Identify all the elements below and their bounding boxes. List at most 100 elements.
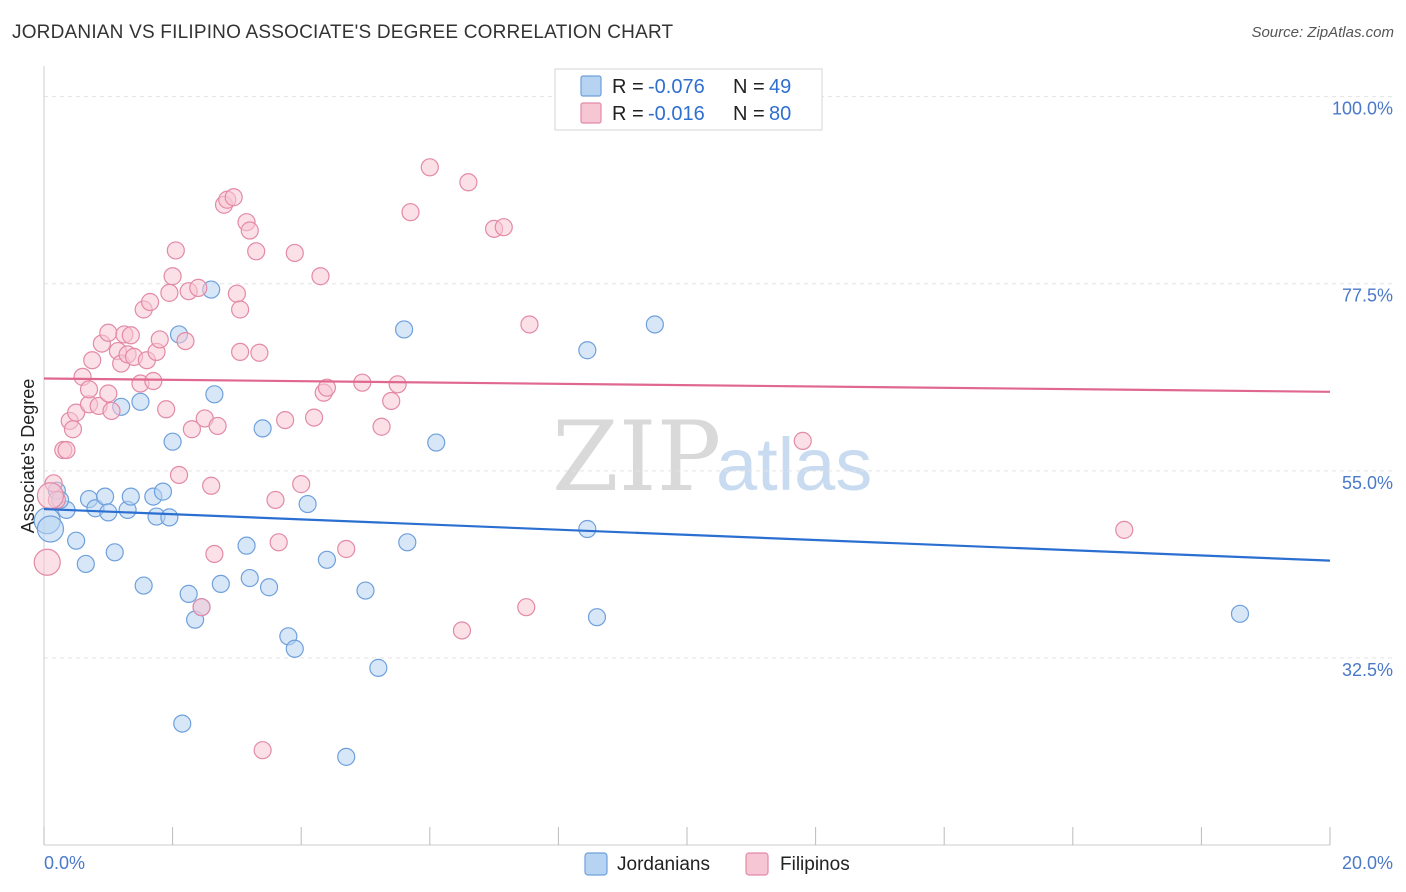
filipino-point <box>63 420 83 439</box>
jordanian-point <box>173 714 192 733</box>
filipino-point <box>57 440 76 460</box>
jordanian-point <box>394 320 414 339</box>
filipino-point <box>99 323 118 342</box>
filipino-point <box>67 403 86 422</box>
filipino-point <box>382 391 401 411</box>
filipino-point <box>311 267 330 286</box>
filipino-point <box>276 410 295 430</box>
jordanian-point <box>179 584 198 603</box>
filipino-point <box>208 416 227 436</box>
y-tick-label: 100.0% <box>1332 99 1393 119</box>
filipino-point <box>83 351 102 370</box>
jordanian-point <box>105 543 124 562</box>
jordanian-point <box>95 487 115 506</box>
jordanian-point <box>398 533 417 552</box>
trend-lines <box>43 377 1331 562</box>
bottom-legend: Jordanians Filipinos <box>584 852 850 876</box>
filipino-point <box>231 300 250 319</box>
jordanian-point <box>1230 604 1250 623</box>
filipino-point <box>372 417 391 436</box>
x-tick-label-max: 20.0% <box>1342 853 1393 873</box>
jordanian-point <box>205 385 224 404</box>
axes <box>43 66 1331 846</box>
bottom-legend-label-filipinos: Filipinos <box>780 854 850 875</box>
jordanian-point <box>645 315 664 334</box>
filipino-point <box>269 533 288 552</box>
jordanian-point <box>578 519 597 539</box>
trend-line-jordanians <box>43 507 1331 562</box>
filipino-point <box>266 490 285 510</box>
chart-title: JORDANIAN VS FILIPINO ASSOCIATE'S DEGREE… <box>12 22 674 43</box>
filipino-point <box>160 283 179 302</box>
series-jordanians-points <box>33 280 1250 766</box>
filipino-point <box>79 380 99 399</box>
filipino-point <box>205 544 224 564</box>
jordanian-point <box>67 531 86 550</box>
jordanian-point <box>285 639 304 658</box>
bottom-legend-label-jordanians: Jordanians <box>617 854 710 875</box>
legend-r-label-filipinos: R = <box>612 103 644 125</box>
filipino-point <box>253 741 272 760</box>
jordanian-point <box>131 392 150 411</box>
y-tick-label: 55.0% <box>1342 473 1393 493</box>
filipino-point <box>459 173 478 192</box>
filipino-point <box>36 482 65 510</box>
filipino-point <box>793 431 812 450</box>
jordanian-point <box>298 494 317 514</box>
y-tick-label: 77.5% <box>1342 286 1393 306</box>
filipino-point <box>401 203 420 222</box>
y-axis-label: Associate's Degree <box>18 379 38 534</box>
jordanian-point <box>317 550 337 569</box>
legend-n-label-jordanians: N = <box>733 76 765 98</box>
filipino-point <box>247 242 266 261</box>
filipino-point <box>227 284 246 303</box>
filipino-point <box>33 548 61 576</box>
filipino-point <box>292 475 311 494</box>
filipino-point <box>102 401 121 421</box>
legend-n-value-filipinos: 80 <box>769 103 791 125</box>
filipino-point <box>285 243 304 263</box>
jordanian-point <box>163 432 182 451</box>
filipino-point <box>517 598 536 617</box>
jordanian-point <box>36 515 65 543</box>
filipino-point <box>452 621 472 640</box>
watermark: ZIP atlas <box>552 401 872 513</box>
bottom-legend-swatch-jordanians <box>584 852 608 876</box>
legend-r-value-filipinos: -0.016 <box>648 103 705 125</box>
watermark-atlas: atlas <box>716 423 872 506</box>
jordanian-point <box>587 608 607 627</box>
filipino-point <box>388 375 407 394</box>
jordanian-point <box>121 487 140 506</box>
filipino-point <box>231 342 250 362</box>
jordanian-point <box>578 341 597 360</box>
source-credit: Source: ZipAtlas.com <box>1251 24 1394 41</box>
filipino-point <box>144 371 163 391</box>
filipino-point <box>189 278 208 297</box>
filipino-point <box>121 326 140 345</box>
legend-swatch-filipinos <box>580 102 602 124</box>
trend-line-filipinos <box>43 377 1331 393</box>
jordanian-point <box>134 576 153 595</box>
legend-r-label-jordanians: R = <box>612 76 644 98</box>
filipino-point <box>520 315 539 334</box>
filipino-point <box>1115 520 1134 539</box>
bottom-legend-swatch-filipinos <box>745 852 769 876</box>
filipino-point <box>150 330 169 349</box>
filipino-point <box>182 420 201 439</box>
jordanian-point <box>356 581 375 600</box>
filipino-point <box>157 400 176 419</box>
jordanian-point <box>337 747 356 766</box>
filipino-point <box>317 378 337 397</box>
filipino-point <box>99 384 118 403</box>
x-tick-label-min: 0.0% <box>44 853 85 873</box>
jordanian-point <box>237 536 256 555</box>
filipino-point <box>202 476 221 495</box>
legend: R = -0.076 N = 49 R = -0.016 N = 80 <box>554 68 823 131</box>
filipino-point <box>192 598 211 617</box>
y-tick-label: 32.5% <box>1342 660 1393 680</box>
filipino-point <box>176 331 195 351</box>
jordanian-point <box>153 482 173 501</box>
jordanian-point <box>369 658 388 677</box>
legend-r-value-jordanians: -0.076 <box>648 76 705 98</box>
filipino-point <box>166 241 185 260</box>
